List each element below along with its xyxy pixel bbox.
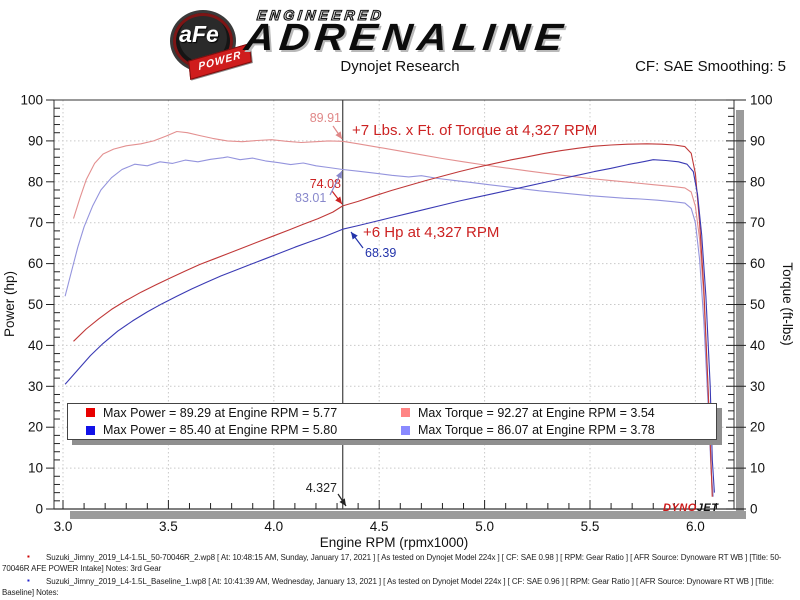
legend-label: Max Torque = 92.27 at Engine RPM = 3.54 xyxy=(418,405,655,420)
y-tick-label-left: 30 xyxy=(28,379,43,394)
legend-item-torque-baseline: Max Torque = 86.07 at Engine RPM = 3.78 xyxy=(401,423,716,437)
legend-swatch-periwinkle xyxy=(401,425,410,435)
annotation-text: +6 Hp at 4,327 RPM xyxy=(363,224,499,241)
torque-baseline-curve xyxy=(64,156,714,497)
torque-afe-curve xyxy=(72,130,713,497)
legend-swatch-blue xyxy=(86,425,95,435)
y-tick-label-right: 50 xyxy=(750,297,765,312)
y-axis-title-right: Torque (ft-lbs) xyxy=(780,262,795,345)
annotation-arrowhead xyxy=(339,498,346,506)
y-tick-label-right: 40 xyxy=(750,338,765,353)
footnote-text: Suzuki_Jimny_2019_L4-1.5L_Baseline_1.wp8… xyxy=(2,577,774,597)
y-tick-label-left: 20 xyxy=(28,420,43,435)
y-tick-label-left: 60 xyxy=(28,256,43,271)
plot-area[interactable] xyxy=(54,100,734,509)
x-axis-title: Engine RPM (rpmx1000) xyxy=(320,535,469,550)
y-tick-label-left: 0 xyxy=(35,502,43,517)
afe-power-logo: aFe POWER xyxy=(166,8,252,82)
annotation-text: 83.01 xyxy=(295,191,326,205)
x-tick-label: 3.5 xyxy=(159,519,178,534)
footnote-text: Suzuki_Jimny_2019_L4-1.5L_50-70046R_2.wp… xyxy=(2,553,782,573)
footnote-row-baseline: ▪ Suzuki_Jimny_2019_L4-1.5L_Baseline_1.w… xyxy=(2,576,796,598)
chart-title: Dynojet Research xyxy=(340,58,460,75)
annotation-arrowhead xyxy=(335,131,342,139)
dynojet-watermark: DYNOJET xyxy=(663,502,719,514)
x-tick-label: 5.0 xyxy=(475,519,494,534)
legend-item-power-baseline: Max Power = 85.40 at Engine RPM = 5.80 xyxy=(86,423,401,437)
y-tick-label-right: 90 xyxy=(750,133,765,148)
y-tick-label-left: 90 xyxy=(28,133,43,148)
y-tick-label-left: 80 xyxy=(28,174,43,189)
legend-item-power-afe: Max Power = 89.29 at Engine RPM = 5.77 xyxy=(86,406,401,420)
legend-swatch-red xyxy=(86,408,95,418)
y-tick-label-right: 30 xyxy=(750,379,765,394)
annotation-arrowhead xyxy=(351,232,358,240)
legend-item-torque-afe: Max Torque = 92.27 at Engine RPM = 3.54 xyxy=(401,406,716,420)
y-tick-label-left: 70 xyxy=(28,215,43,230)
annotation-text: 89.91 xyxy=(310,111,341,125)
annotation-text: 68.39 xyxy=(365,246,396,260)
chart-legend: Max Power = 89.29 at Engine RPM = 5.77 M… xyxy=(67,403,717,440)
footnote-bullet-blue: ▪ xyxy=(27,576,30,585)
y-tick-label-left: 10 xyxy=(28,461,43,476)
cf-smoothing-label: CF: SAE Smoothing: 5 xyxy=(635,58,786,75)
y-tick-label-right: 60 xyxy=(750,256,765,271)
y-tick-label-right: 20 xyxy=(750,420,765,435)
run-footnotes: ▪ Suzuki_Jimny_2019_L4-1.5L_50-70046R_2.… xyxy=(2,552,796,600)
legend-label: Max Torque = 86.07 at Engine RPM = 3.78 xyxy=(418,423,655,438)
y-tick-label-right: 0 xyxy=(750,502,758,517)
x-tick-label: 4.5 xyxy=(370,519,389,534)
power-afe-curve xyxy=(73,143,713,497)
axis-shadow-right xyxy=(736,110,744,519)
x-tick-label: 5.5 xyxy=(581,519,600,534)
legend-label: Max Power = 85.40 at Engine RPM = 5.80 xyxy=(103,423,338,438)
y-axis-title-left: Power (hp) xyxy=(2,271,17,337)
axis-shadow-bottom xyxy=(70,511,746,519)
x-tick-label: 4.0 xyxy=(264,519,283,534)
power-baseline-curve xyxy=(64,159,715,493)
footnote-bullet-red: ▪ xyxy=(27,552,30,561)
annotation-text: +7 Lbs. x Ft. of Torque at 4,327 RPM xyxy=(352,122,597,139)
y-tick-label-left: 50 xyxy=(28,297,43,312)
y-tick-label-right: 100 xyxy=(750,93,773,108)
y-tick-label-left: 100 xyxy=(20,93,43,108)
annotation-text: 4.327 xyxy=(306,481,337,495)
legend-swatch-salmon xyxy=(401,408,410,418)
footnote-row-afe: ▪ Suzuki_Jimny_2019_L4-1.5L_50-70046R_2.… xyxy=(2,552,796,574)
legend-label: Max Power = 89.29 at Engine RPM = 5.77 xyxy=(103,405,338,420)
y-tick-label-right: 70 xyxy=(750,215,765,230)
dyno-chart[interactable]: 3.0 3.5 4.0 4.5 5.0 5.5 6.0 Engine RPM (rpmx100… xyxy=(0,78,800,551)
logo-adrenaline-text: ADRENALINE xyxy=(242,17,571,59)
annotation-text: 74.08 xyxy=(310,177,341,191)
annotation-arrowhead xyxy=(335,196,342,204)
y-tick-label-left: 40 xyxy=(28,338,43,353)
y-tick-label-right: 10 xyxy=(750,461,765,476)
afe-badge-text: aFe xyxy=(179,21,219,47)
y-tick-label-right: 80 xyxy=(750,174,765,189)
x-tick-label: 6.0 xyxy=(686,519,705,534)
x-tick-label: 3.0 xyxy=(54,519,73,534)
annotation-arrowhead xyxy=(336,171,342,179)
